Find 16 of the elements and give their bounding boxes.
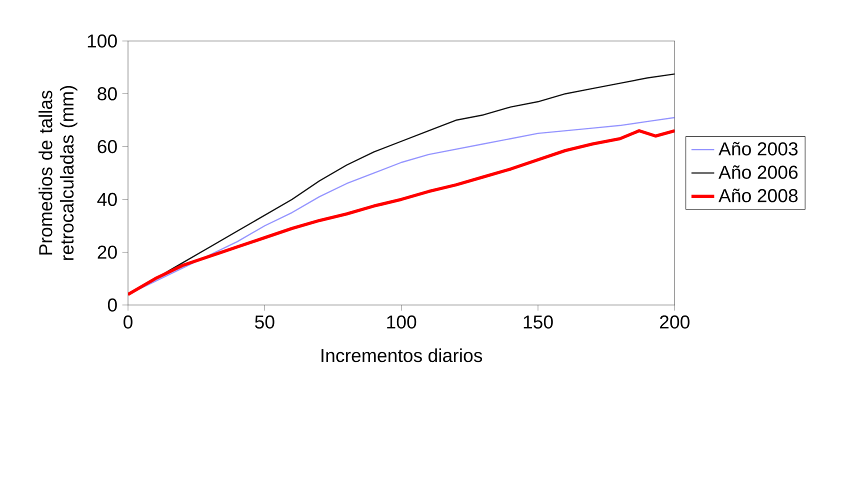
x-tick-label: 150 bbox=[524, 315, 553, 329]
x-tick-label: 50 bbox=[255, 315, 274, 329]
y-tick-label: 20 bbox=[98, 246, 117, 259]
y-tick-label: 80 bbox=[98, 87, 117, 100]
x-tick-label: 200 bbox=[660, 315, 690, 329]
legend-label: Año 2006 bbox=[718, 165, 798, 179]
y-tick-label: 100 bbox=[88, 34, 117, 48]
y-tick-label: 60 bbox=[98, 140, 117, 154]
x-tick-label: 100 bbox=[387, 315, 416, 329]
legend-label: Año 2003 bbox=[718, 142, 798, 156]
y-tick-label: 40 bbox=[97, 192, 117, 206]
y-tick-label: 0 bbox=[108, 298, 117, 312]
y-axis-title: Promedios de tallas retrocalculadas (mm) bbox=[38, 86, 78, 260]
x-tick-label: 0 bbox=[124, 315, 132, 329]
legend-label: Año 2008 bbox=[718, 188, 798, 202]
x-axis-title: Incrementos diarios bbox=[322, 348, 482, 362]
